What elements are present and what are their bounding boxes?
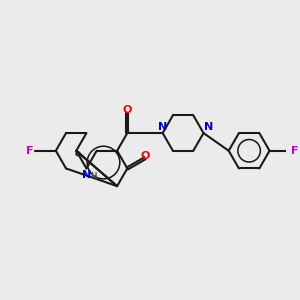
Text: N: N [158, 122, 167, 132]
Text: H: H [90, 172, 97, 181]
Text: N: N [82, 169, 92, 180]
Text: O: O [123, 105, 132, 116]
Text: N: N [204, 122, 214, 132]
Text: F: F [291, 146, 299, 156]
Text: F: F [26, 146, 34, 156]
Text: O: O [140, 151, 150, 161]
